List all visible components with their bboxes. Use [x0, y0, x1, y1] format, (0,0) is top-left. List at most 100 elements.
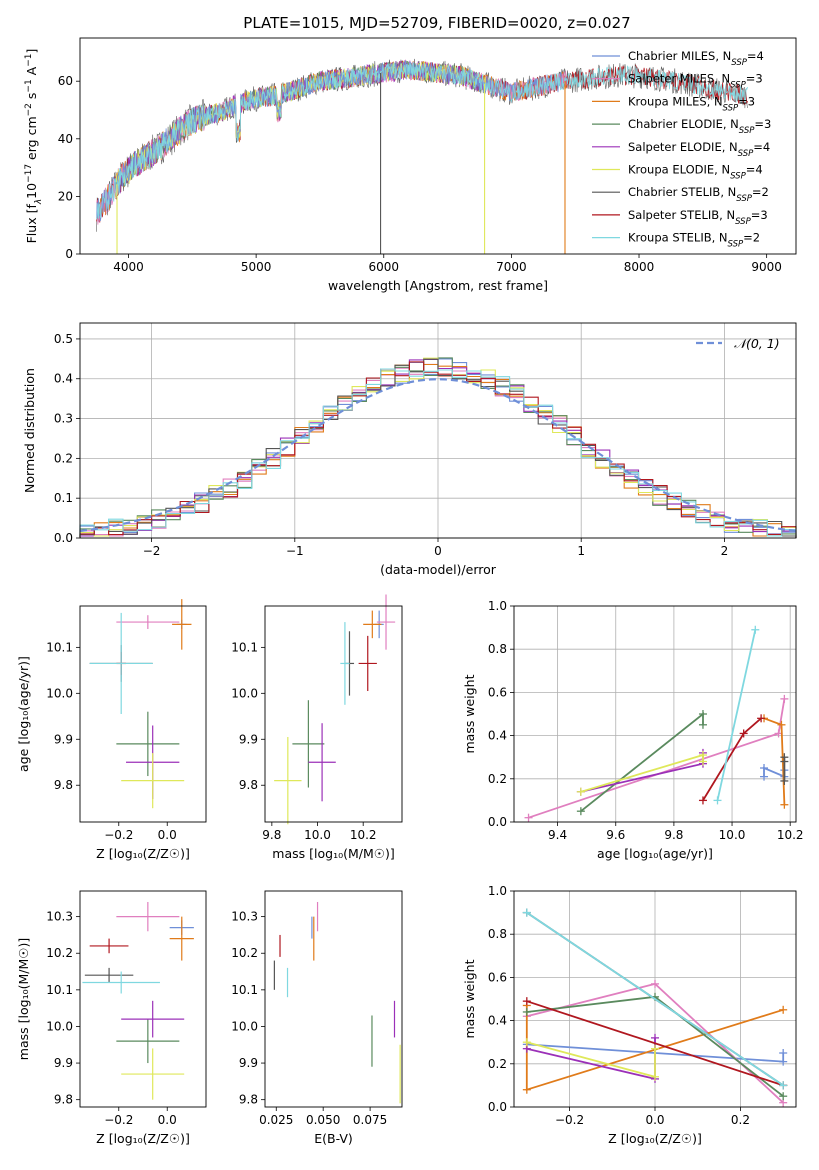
- mass-weight-series-chabrier-stelib: [780, 753, 789, 785]
- y-axis-label-part: s: [24, 93, 39, 104]
- y-tick-label: 10.0: [46, 1019, 73, 1033]
- x-axis-label: Z [log₁₀(Z/Z☉)]: [96, 1131, 190, 1146]
- legend-label: Salpeter ELODIE, NSSP=4: [628, 140, 770, 159]
- x-tick-label: 0: [434, 544, 442, 558]
- x-tick-label: 7000: [496, 260, 527, 274]
- y-tick-label: 0.2: [488, 772, 507, 786]
- y-tick-label: 0.4: [488, 1014, 507, 1028]
- y-tick-label: 10.2: [231, 946, 258, 960]
- x-tick-label: 0.0: [645, 1113, 664, 1127]
- legend-label-main: Kroupa STELIB, N: [628, 231, 728, 245]
- errorbar-point-kroupa-elodie: [121, 1048, 185, 1100]
- legend-label-end: =3: [751, 208, 768, 222]
- x-axis-label: wavelength [Angstrom, rest frame]: [328, 278, 548, 293]
- y-axis-label-part: Flux [f: [24, 204, 39, 244]
- y-tick-label: 0.8: [488, 642, 507, 656]
- y-axis-label-part: −1: [24, 79, 34, 92]
- mass-weight-series-chabrier-miles: [522, 1040, 788, 1066]
- legend-label: 𝒩(0, 1): [734, 336, 780, 351]
- y-axis-label-part: A: [24, 66, 39, 79]
- x-axis-label: Z [log₁₀(Z/Z☉)]: [96, 846, 190, 861]
- y-tick-label: 10.3: [231, 910, 258, 924]
- y-axis-label: mass [log₁₀(M/M☉)]: [16, 938, 31, 1060]
- figure-title: PLATE=1015, MJD=52709, FIBERID=0020, z=0…: [243, 14, 630, 32]
- x-tick-label: 8000: [624, 260, 655, 274]
- y-axis-label-part: erg cm: [24, 116, 39, 164]
- y-tick-label: 9.8: [239, 1093, 258, 1107]
- y-tick-label: 9.9: [239, 732, 258, 746]
- axes-frame: [513, 890, 797, 1108]
- y-tick-label: 60: [58, 74, 73, 88]
- mass-weight-line: [526, 1000, 784, 1087]
- axes-age-vs-Z: −0.2 0.0 9.8 9.9 10.0 10.1 Z [log₁₀(Z/Z☉)] age …: [16, 599, 207, 861]
- legend-label-main: Salpeter ELODIE, N: [628, 140, 738, 154]
- x-tick-label: 1: [577, 544, 585, 558]
- errorbar-point-chabrier-stelib: [84, 967, 134, 983]
- y-tick-label: 10.1: [231, 983, 258, 997]
- axes-frame: [264, 605, 403, 823]
- x-tick-label: 9.8: [262, 828, 281, 842]
- legend-label-end: =4: [753, 140, 770, 154]
- errorbar-point-salpeter-miles: [116, 901, 180, 932]
- legend-label-sub: SSP: [730, 172, 746, 182]
- errorbar-point-salpeter-stelib: [89, 938, 129, 954]
- x-tick-label: 2: [721, 544, 729, 558]
- legend-label: Chabrier ELODIE, NSSP=3: [628, 117, 771, 136]
- errorbar-point-kroupa-stelib: [82, 971, 160, 994]
- x-tick-label: 0.025: [259, 1113, 293, 1127]
- residual-histogram-kroupa-stelib: [79, 368, 797, 538]
- y-axis-label-part: −2: [24, 103, 34, 116]
- y-tick-label: 0.4: [488, 729, 507, 743]
- x-tick-label: −1: [286, 544, 304, 558]
- y-axis-label-part: 10: [24, 183, 39, 199]
- axes-mass-weight-vs-age: 9.4 9.6 9.8 10.0 10.2 0.0 0.2 0.4 0.6 0.8 1.0 age […: [462, 599, 804, 861]
- mass-weight-series-kroupa-elodie: [522, 1038, 659, 1081]
- mass-weight-series-salpeter-stelib: [698, 714, 766, 805]
- errorbar-point-chabrier-elodie: [116, 711, 180, 777]
- mass-weight-series-salpeter-miles: [524, 694, 789, 822]
- y-axis-label: mass weight: [462, 674, 477, 753]
- errorbar-point-salpeter-miles: [376, 594, 396, 650]
- legend-label: Chabrier STELIB, NSSP=2: [628, 185, 769, 204]
- errorbar-point-chabrier-elodie: [292, 700, 325, 788]
- axes-mass-vs-Z: −0.2 0.0 9.8 9.9 10.0 10.1 10.2 10.3 Z [log₁₀(Z/…: [16, 890, 207, 1146]
- x-axis-label: E(B-V): [314, 1131, 353, 1146]
- legend-label: Salpeter STELIB, NSSP=3: [628, 208, 768, 227]
- mass-weight-series-kroupa-elodie: [576, 751, 707, 796]
- y-tick-label: 40: [58, 132, 73, 146]
- y-tick-label: 9.8: [239, 778, 258, 792]
- x-tick-label: 5000: [241, 260, 272, 274]
- x-axis-label: mass [log₁₀(M/M☉)]: [272, 846, 394, 861]
- legend-label-end: =4: [747, 49, 764, 63]
- y-tick-label: 0.6: [488, 970, 507, 984]
- x-axis-label: age [log₁₀(age/yr)]: [597, 846, 713, 861]
- x-tick-label: 9.8: [664, 828, 683, 842]
- errorbar-point-chabrier-elodie: [116, 1019, 180, 1064]
- axes-frame: [79, 605, 207, 823]
- x-tick-label: 0.050: [306, 1113, 340, 1127]
- x-axis-label: (data-model)/error: [380, 562, 497, 577]
- x-tick-label: 10.2: [350, 828, 377, 842]
- y-tick-label: 20: [58, 189, 73, 203]
- errorbar-point-kroupa-stelib: [340, 622, 350, 705]
- legend-label-sub: SSP: [730, 81, 746, 91]
- legend-label-end: =2: [752, 185, 769, 199]
- legend-label-end: =2: [743, 231, 760, 245]
- x-tick-label: 9000: [751, 260, 782, 274]
- mass-weight-line: [526, 911, 784, 1087]
- y-tick-label: 1.0: [488, 884, 507, 898]
- legend-label-end: =4: [746, 163, 763, 177]
- y-tick-label: 0.0: [54, 531, 73, 545]
- y-tick-label: 0.2: [54, 451, 73, 465]
- y-tick-label: 10.1: [46, 640, 73, 654]
- y-tick-label: 0.0: [488, 1100, 507, 1114]
- x-tick-label: 9.4: [548, 828, 567, 842]
- mass-weight-series-kroupa-stelib: [713, 625, 760, 805]
- y-tick-label: 10.1: [46, 983, 73, 997]
- x-tick-label: −2: [143, 544, 161, 558]
- y-axis-label: mass weight: [462, 959, 477, 1038]
- legend-label: Salpeter MILES, NSSP=3: [628, 72, 763, 91]
- errorbar-point-kroupa-miles: [169, 916, 194, 961]
- legend-label-sub: SSP: [739, 126, 755, 136]
